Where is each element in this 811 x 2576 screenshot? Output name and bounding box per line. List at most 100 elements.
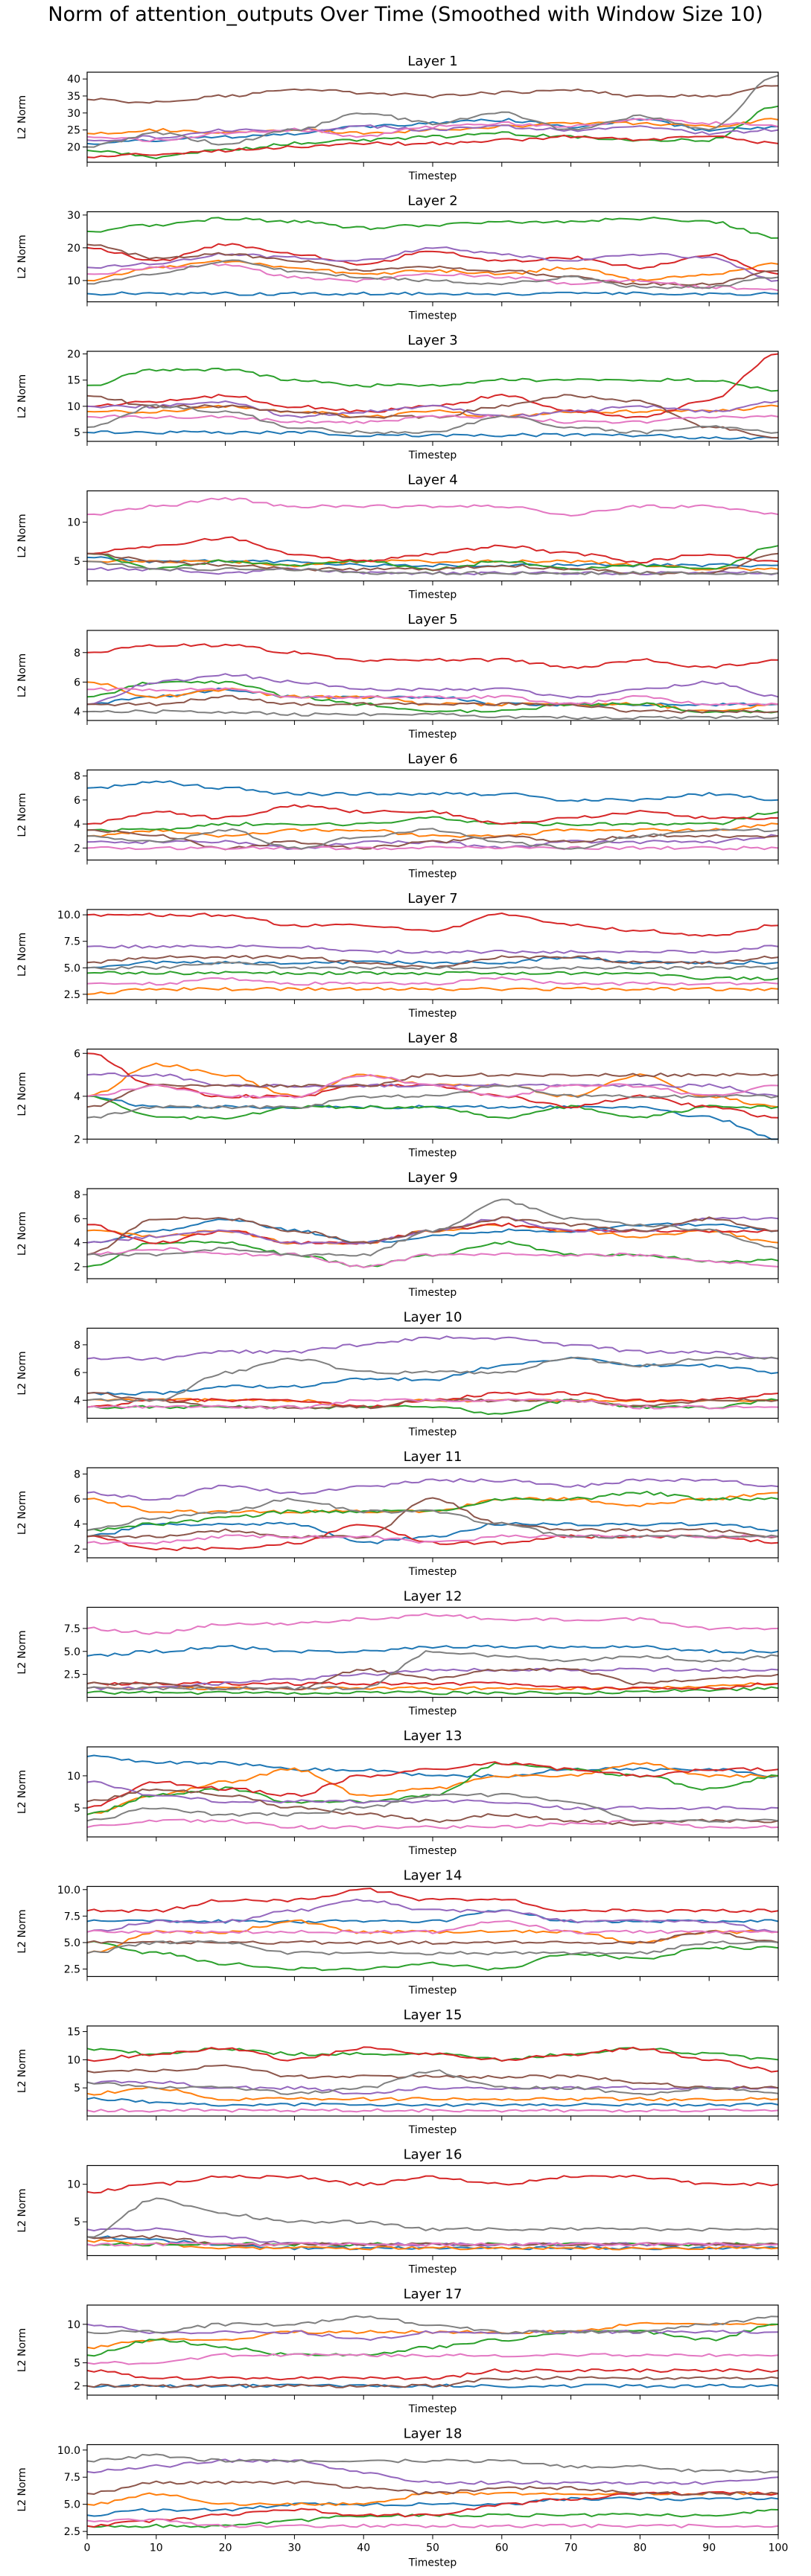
series-line [86, 1073, 779, 1108]
y-tick-label: 6 [74, 1048, 80, 1060]
y-tick-label: 10 [67, 2054, 80, 2066]
y-tick-label: 20 [67, 349, 80, 361]
y-tick-label: 2.5 [64, 989, 80, 1001]
series-line [86, 243, 779, 275]
x-axis-label: Timestep [408, 1287, 457, 1299]
series-line [86, 1818, 779, 1830]
panel-layer-14: Layer 14 2.5 5.0 7.5 10.0 Timestep L2 Norm [16, 1868, 779, 1997]
x-axis-label: Timestep [408, 1008, 457, 1020]
x-axis-label: Timestep [408, 2557, 457, 2569]
y-axis-label: L2 Norm [16, 1072, 28, 1116]
series-line [86, 259, 779, 290]
y-tick-label: 4 [74, 1091, 80, 1103]
x-tick-label: 60 [495, 2543, 509, 2554]
axes-frame [86, 351, 779, 442]
series-line [86, 2242, 779, 2247]
panel-title: Layer 5 [407, 612, 457, 627]
y-axis-label: L2 Norm [16, 2188, 28, 2232]
y-tick-label: 2.5 [64, 1964, 80, 1976]
y-axis-label: L2 Norm [16, 95, 28, 139]
x-axis-label: Timestep [408, 1985, 457, 1997]
series-line [86, 913, 779, 937]
panel-title: Layer 18 [404, 2426, 462, 2442]
y-tick-label: 10 [67, 2179, 80, 2191]
series-line [86, 2315, 779, 2335]
series-line [86, 259, 779, 283]
series-line [86, 976, 779, 986]
panel-layer-11: Layer 11 2 4 6 8 Timestep L2 Norm [16, 1449, 779, 1578]
y-axis-label: L2 Norm [16, 1491, 28, 1535]
series-line [86, 680, 779, 714]
series-line [86, 217, 779, 239]
series-line [86, 2108, 779, 2113]
series-line [86, 1356, 779, 1402]
axes-frame [86, 909, 779, 1000]
series-line [86, 1084, 779, 1119]
axes-frame [86, 1327, 779, 1419]
y-tick-label: 5.0 [64, 2499, 80, 2511]
panel-layer-5: Layer 5 4 6 8 Timestep L2 Norm [16, 612, 779, 741]
series-line [86, 1398, 779, 1410]
series-line [86, 2480, 779, 2496]
y-tick-label: 8 [74, 1189, 80, 1201]
series-line [86, 1920, 779, 1934]
y-axis-label: L2 Norm [16, 2467, 28, 2511]
series-line [86, 811, 779, 833]
panel-title: Layer 2 [407, 194, 457, 209]
x-axis-label: Timestep [408, 1566, 457, 1578]
series-line [86, 1644, 779, 1657]
series-line [86, 986, 779, 995]
y-tick-label: 4 [74, 1395, 80, 1407]
y-tick-label: 5.0 [64, 962, 80, 974]
panel-layer-9: Layer 9 2 4 6 8 Timestep L2 Norm [16, 1170, 779, 1299]
y-axis-label: L2 Norm [16, 653, 28, 697]
series-line [86, 1335, 779, 1361]
y-tick-label: 20 [67, 243, 80, 255]
panel-title: Layer 3 [407, 333, 457, 348]
series-line [86, 2323, 779, 2341]
series-line [86, 2353, 779, 2365]
series-line [86, 971, 779, 981]
series-line [86, 414, 779, 424]
series-line [86, 1521, 779, 1544]
panel-layer-16: Layer 16 5 10 Timestep L2 Norm [16, 2147, 779, 2276]
series-line [86, 2376, 779, 2388]
x-tick-label: 40 [357, 2543, 370, 2554]
y-tick-label: 5.0 [64, 1937, 80, 1949]
series-line [86, 85, 779, 104]
series-line [86, 2086, 779, 2102]
panel-title: Layer 16 [404, 2147, 462, 2163]
panel-layer-18: Layer 18 0 10 20 30 40 50 60 70 80 90 100 2.5 5.0 7.5 1… [16, 2426, 788, 2569]
panel-title: Layer 7 [407, 891, 457, 907]
panel-layer-6: Layer 6 2 4 6 8 Timestep L2 Norm [16, 752, 779, 880]
y-tick-label: 6 [74, 1367, 80, 1379]
y-tick-label: 10 [67, 401, 80, 413]
series-line [86, 536, 779, 564]
y-tick-label: 5 [74, 2217, 80, 2228]
panel-layer-17: Layer 17 2 5 10 Timestep L2 Norm [16, 2286, 779, 2415]
y-axis-label: L2 Norm [16, 1630, 28, 1674]
y-axis-label: L2 Norm [16, 793, 28, 837]
y-tick-label: 5 [74, 2358, 80, 2370]
y-tick-label: 10 [67, 2319, 80, 2331]
series-line [86, 2197, 779, 2238]
series-line [86, 1650, 779, 1691]
y-tick-label: 2 [74, 843, 80, 854]
y-tick-label: 5 [74, 556, 80, 568]
series-line [86, 780, 779, 802]
y-axis-label: L2 Norm [16, 514, 28, 557]
panel-title: Layer 12 [404, 1589, 462, 1605]
series-line [86, 2453, 779, 2474]
series-line [86, 1095, 779, 1120]
series-line [86, 556, 779, 568]
y-tick-label: 30 [67, 210, 80, 222]
series-line [86, 291, 778, 296]
x-tick-label: 50 [426, 2543, 439, 2554]
y-tick-label: 10.0 [57, 2445, 80, 2457]
y-tick-label: 10 [67, 1771, 80, 1783]
y-axis-label: L2 Norm [16, 1212, 28, 1256]
series-line [86, 368, 779, 392]
series-line [86, 1761, 779, 1809]
y-tick-label: 6 [74, 1494, 80, 1506]
